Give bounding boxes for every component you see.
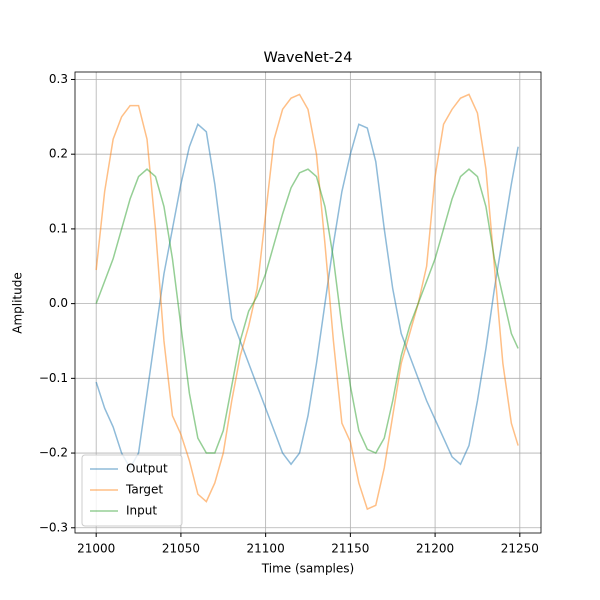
x-tick-label: 21000 (77, 542, 115, 556)
y-tick-label: −0.1 (39, 371, 68, 385)
x-tick-label: 21200 (416, 542, 454, 556)
line-series (95, 123, 519, 470)
y-tick-label: 0.3 (49, 72, 68, 86)
y-tick-label: 0.0 (49, 296, 68, 310)
x-tick-label: 21100 (247, 542, 285, 556)
x-axis-label: Time (samples) (261, 562, 354, 576)
x-tick-label: 21250 (501, 542, 539, 556)
chart-title: WaveNet-24 (264, 50, 353, 66)
legend-label: Input (126, 504, 157, 518)
x-tick-label: 21150 (331, 542, 369, 556)
y-tick-label: −0.2 (39, 446, 68, 460)
y-tick-label: 0.2 (49, 147, 68, 161)
y-tick-label: 0.1 (49, 221, 68, 235)
plot-frame (74, 71, 542, 534)
legend-label: Target (125, 483, 163, 497)
line-series (95, 168, 519, 455)
line-series (95, 93, 519, 511)
legend: Output Target Input (81, 454, 183, 527)
y-tick-label: −0.3 (39, 520, 68, 534)
legend-box (81, 454, 183, 527)
y-axis-label: Amplitude (11, 272, 25, 334)
x-tick-label: 21050 (162, 542, 200, 556)
legend-label: Output (126, 462, 168, 476)
